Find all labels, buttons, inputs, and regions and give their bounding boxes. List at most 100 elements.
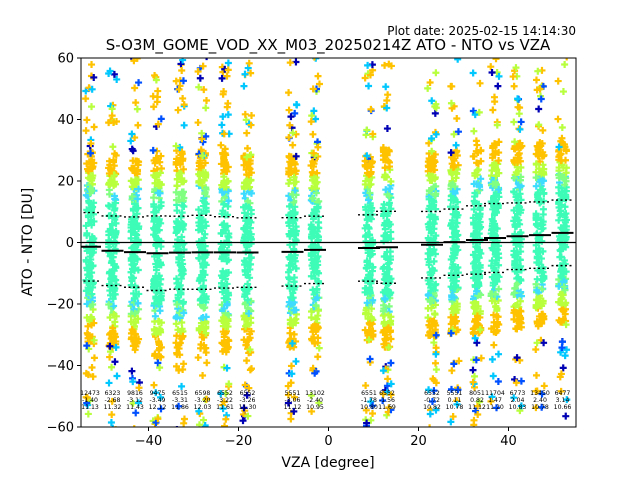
data-point <box>86 175 94 183</box>
data-point <box>202 204 210 212</box>
data-point <box>364 196 372 204</box>
bin-count-label: 11704 <box>485 390 505 397</box>
data-point <box>432 190 440 198</box>
bin-std-label: 10.80 <box>360 404 378 411</box>
data-point <box>197 178 205 186</box>
data-point <box>510 247 518 255</box>
data-point <box>387 391 395 399</box>
data-point <box>492 58 500 63</box>
data-point <box>476 210 484 218</box>
data-point <box>89 13 96 20</box>
data-point <box>429 285 437 293</box>
data-point <box>367 105 375 113</box>
data-point <box>157 393 165 401</box>
data-point <box>223 364 231 372</box>
data-point <box>205 58 208 61</box>
data-point <box>243 391 251 399</box>
data-point <box>489 441 496 448</box>
data-point <box>312 426 315 427</box>
data-point <box>173 442 180 449</box>
data-point <box>222 151 230 159</box>
data-point <box>286 329 294 337</box>
data-point <box>518 142 526 150</box>
data-point <box>450 130 458 138</box>
data-point <box>476 326 484 334</box>
data-point <box>247 121 255 129</box>
data-point <box>105 301 113 309</box>
data-point <box>470 230 478 238</box>
data-point <box>222 161 230 169</box>
data-point <box>178 318 186 326</box>
data-point <box>240 453 247 460</box>
data-point <box>243 461 250 468</box>
data-point <box>194 119 202 127</box>
data-point <box>383 286 391 294</box>
bin-column <box>469 69 485 427</box>
x-axis-label: VZA [degree] <box>281 455 374 471</box>
data-point <box>509 73 517 81</box>
data-point <box>134 17 141 24</box>
data-point <box>366 189 374 197</box>
data-point <box>130 15 137 22</box>
data-point <box>452 174 460 182</box>
data-point <box>561 61 569 69</box>
data-point <box>312 471 319 478</box>
data-point <box>493 250 501 258</box>
data-point <box>219 347 227 355</box>
bin-column <box>194 58 211 427</box>
data-point <box>177 290 185 298</box>
data-point <box>473 312 481 320</box>
data-point <box>487 198 495 206</box>
data-point <box>431 103 439 111</box>
bin-count-label: 6515 <box>172 390 188 397</box>
data-point <box>105 202 113 210</box>
data-point <box>131 346 139 354</box>
data-point <box>243 153 251 161</box>
data-point <box>386 430 393 437</box>
data-point <box>90 354 98 362</box>
data-point <box>199 197 207 205</box>
data-point <box>84 410 92 418</box>
data-point <box>87 149 95 157</box>
data-point <box>532 371 540 379</box>
data-point <box>495 254 503 262</box>
data-point <box>132 99 140 107</box>
data-point <box>106 443 113 450</box>
data-point <box>363 152 371 160</box>
data-point <box>308 112 316 120</box>
data-point <box>224 111 232 119</box>
data-point <box>510 315 518 323</box>
data-point <box>532 76 540 84</box>
data-point <box>555 153 563 161</box>
data-point <box>309 194 317 202</box>
data-point <box>135 384 143 392</box>
bin-std-label: 10.78 <box>446 404 464 411</box>
data-point <box>495 350 503 358</box>
data-point <box>560 48 567 55</box>
data-point <box>516 209 524 217</box>
data-point <box>110 171 118 179</box>
data-point <box>113 372 121 380</box>
bin-count-label: 6598 <box>195 390 211 397</box>
data-point <box>495 473 502 480</box>
y-tick-label: −40 <box>47 359 74 374</box>
data-point <box>488 161 496 169</box>
data-point <box>368 267 376 275</box>
data-point <box>452 432 459 439</box>
data-point <box>312 264 320 272</box>
data-point <box>179 94 187 102</box>
data-point <box>217 279 225 287</box>
data-point <box>470 127 478 135</box>
data-point <box>157 202 165 210</box>
data-point <box>194 67 202 75</box>
data-point <box>562 222 570 230</box>
data-point <box>432 350 440 358</box>
data-point <box>517 402 525 410</box>
data-point <box>178 328 186 336</box>
bin-std-label: 10.66 <box>554 404 572 411</box>
data-point <box>382 336 390 344</box>
data-point <box>108 105 116 113</box>
data-point <box>152 76 160 84</box>
data-point <box>241 70 249 78</box>
data-point <box>172 19 179 26</box>
